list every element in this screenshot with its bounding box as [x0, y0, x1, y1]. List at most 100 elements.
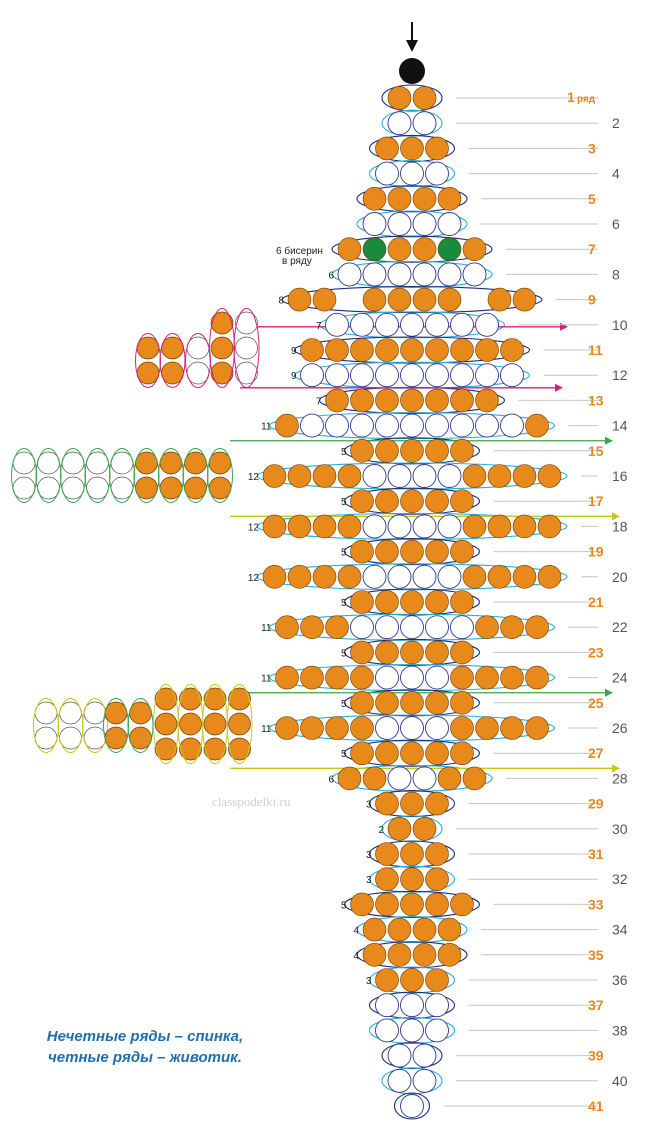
row-label-10: 10	[612, 317, 628, 333]
bead	[362, 187, 387, 211]
bead	[350, 665, 374, 690]
bead-row-1	[387, 86, 437, 110]
bead	[387, 287, 412, 312]
bead	[425, 413, 449, 438]
row-labels: 2345678910111213141516171819202122232425…	[588, 115, 628, 1114]
bead	[135, 451, 158, 475]
bead	[537, 464, 562, 488]
front-paw	[135, 333, 186, 388]
bead	[362, 942, 387, 967]
bead	[437, 464, 462, 488]
bead	[350, 615, 374, 640]
bead	[475, 615, 499, 640]
bead	[512, 287, 537, 312]
bead	[400, 665, 424, 690]
thread-loop	[268, 664, 556, 692]
bead	[287, 564, 312, 589]
bead	[400, 791, 424, 816]
bead-count-26: 11	[261, 724, 272, 735]
bead-row-41	[400, 1094, 424, 1118]
bead	[425, 539, 449, 564]
bead	[83, 726, 107, 750]
bead-count-27: 5	[341, 749, 347, 760]
bead	[337, 514, 362, 539]
bead	[425, 791, 449, 816]
watermark: classpodelki.ru	[212, 794, 291, 809]
bead	[512, 514, 537, 539]
bead	[412, 287, 437, 312]
thread-loop	[331, 260, 493, 288]
thread-loop	[381, 1067, 443, 1095]
thread-loop	[368, 134, 456, 162]
svg-text:1: 1	[567, 89, 575, 105]
bead	[262, 514, 287, 539]
bead	[179, 737, 202, 761]
bead	[425, 640, 449, 665]
bead-row-28	[337, 766, 487, 791]
bead	[387, 464, 412, 488]
thread-loop	[268, 613, 556, 641]
thread-loop	[381, 109, 443, 137]
bead	[400, 312, 424, 337]
front-paw-inner	[185, 333, 211, 388]
bead-row-26	[275, 716, 549, 740]
bead	[350, 539, 374, 564]
bead	[387, 917, 412, 942]
bead	[287, 464, 312, 488]
bead	[59, 701, 82, 725]
bead	[375, 640, 399, 665]
bead	[400, 590, 424, 614]
bead	[287, 287, 312, 312]
thread-loop	[293, 336, 531, 364]
bead-row-10	[325, 312, 499, 337]
bead	[475, 716, 499, 740]
bead	[425, 615, 449, 640]
bead	[425, 438, 449, 463]
bead-row-6	[362, 212, 462, 236]
bead-count-29: 3	[366, 800, 372, 811]
bead	[437, 766, 462, 791]
thread-loop	[343, 538, 481, 566]
bead	[437, 262, 462, 287]
bead	[350, 489, 374, 514]
bead	[450, 388, 474, 413]
bead-count-24: 11	[261, 674, 272, 685]
bead-note-line1: 6 бисерин	[276, 245, 323, 257]
limbs	[11, 308, 260, 764]
bead-count-20: 12	[248, 573, 260, 584]
bead	[425, 690, 449, 715]
bead	[350, 741, 374, 766]
bead-count-17: 5	[341, 497, 347, 508]
bead-count-35: 4	[353, 951, 359, 962]
bead	[375, 136, 399, 161]
row-label-15: 15	[588, 443, 604, 459]
bead	[412, 237, 437, 261]
bead	[425, 968, 449, 992]
bead-row-20	[262, 564, 562, 589]
bead	[450, 312, 474, 337]
bead	[487, 514, 512, 539]
bead	[262, 464, 287, 488]
row-label-3: 3	[588, 140, 596, 156]
row-label-22: 22	[612, 619, 628, 635]
bead-row-37	[375, 993, 449, 1018]
bead	[425, 842, 449, 866]
thread-loop	[343, 437, 481, 465]
bead	[362, 262, 387, 287]
bead	[500, 615, 524, 640]
row-label-17: 17	[588, 493, 604, 509]
bead-count-28: 6	[328, 774, 334, 785]
bead	[104, 726, 128, 750]
bead	[235, 336, 258, 360]
bead-row-13	[325, 388, 499, 413]
bead	[487, 287, 512, 312]
bead	[425, 716, 449, 740]
bead-count-22: 11	[261, 623, 272, 634]
bead	[425, 590, 449, 614]
bead	[412, 464, 437, 488]
bead	[350, 312, 374, 337]
bead-count-14: 11	[261, 422, 272, 433]
bead-row-30	[387, 816, 437, 841]
row-label-23: 23	[588, 644, 604, 660]
bead	[86, 476, 109, 500]
